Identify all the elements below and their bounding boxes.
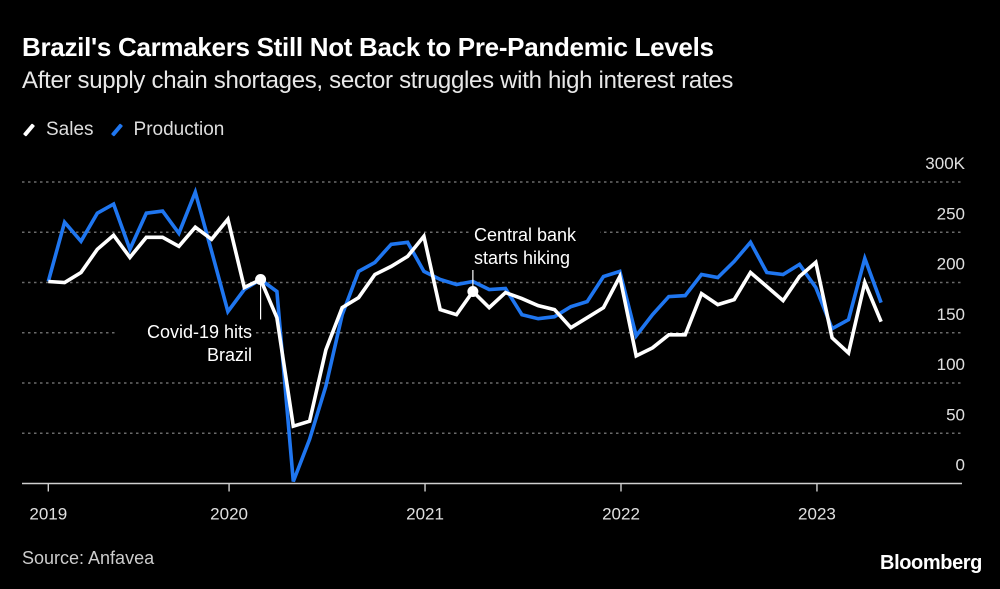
legend-label-production: Production [133, 119, 225, 140]
annotation-bg [118, 318, 256, 366]
annotation-central-bank: Central bank starts hiking [467, 222, 600, 298]
annotation-text: starts hiking [474, 248, 570, 268]
x-tick-label: 2023 [798, 505, 836, 524]
annotation-marker [255, 273, 267, 285]
annotation-text: Brazil [207, 345, 252, 365]
x-axis: 2019 2020 2021 2022 2023 [22, 482, 962, 524]
annotation-text: Covid-19 hits [147, 322, 252, 342]
y-tick-label: 200 [937, 255, 965, 274]
annotation-covid: Covid-19 hits Brazil [118, 273, 267, 366]
x-tick-label: 2021 [406, 505, 444, 524]
y-tick-label: 300K [925, 154, 965, 173]
x-tick-label: 2019 [29, 505, 67, 524]
y-tick-label: 0 [956, 456, 965, 475]
y-tick-label: 250 [937, 204, 965, 223]
series-lines [46, 186, 883, 483]
chart-title: Brazil's Carmakers Still Not Back to Pre… [22, 32, 714, 62]
annotation-bg [470, 222, 600, 270]
annotation-text: Central bank [474, 225, 577, 245]
source-note: Source: Anfavea [22, 548, 155, 568]
legend: Sales Production [22, 119, 240, 141]
gridlines [22, 181, 962, 434]
bloomberg-logo: Bloomberg [880, 552, 982, 574]
series-line-production [46, 186, 883, 483]
y-tick-label: 150 [937, 305, 965, 324]
series-line-sales [48, 215, 883, 429]
legend-label-sales: Sales [46, 119, 94, 140]
annotations: Covid-19 hits Brazil Central bank starts hi… [118, 222, 600, 366]
legend-item-sales: Sales [22, 119, 94, 141]
chart-subtitle: After supply chain shortages, sector str… [22, 67, 734, 94]
annotation-marker [467, 286, 479, 298]
legend-item-production: Production [110, 119, 225, 141]
y-axis: 0 50 100 150 200 250 300K [925, 154, 965, 475]
y-tick-label: 50 [946, 405, 965, 424]
x-tick-label: 2020 [210, 505, 248, 524]
y-tick-label: 100 [937, 355, 965, 374]
x-tick-label: 2022 [602, 505, 640, 524]
